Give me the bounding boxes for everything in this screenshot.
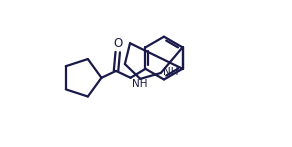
Text: NH: NH xyxy=(132,79,147,89)
Text: NH: NH xyxy=(164,67,179,77)
Text: O: O xyxy=(113,36,122,50)
